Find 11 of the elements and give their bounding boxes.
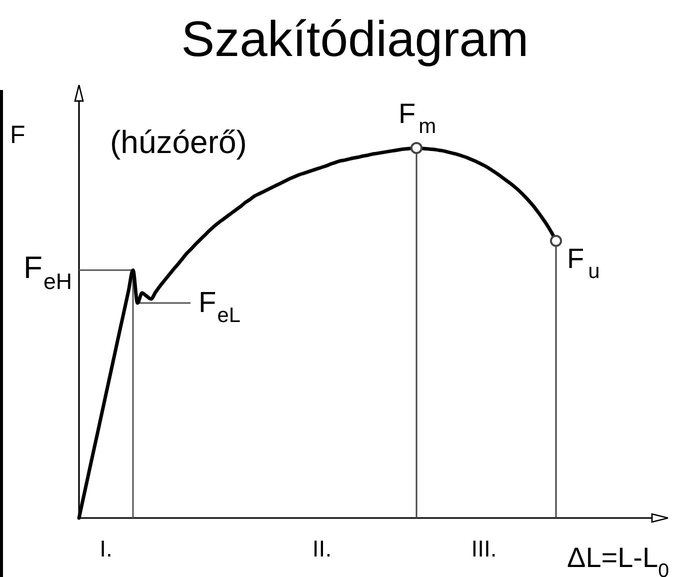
chart-title: Szakítódiagram	[181, 11, 529, 67]
text: F$_{u}$	[567, 242, 600, 282]
annotation: (húzóerő)	[110, 124, 247, 160]
annotation: F$_{m}$	[398, 98, 436, 138]
x-tick-label: II.	[312, 535, 332, 562]
ref-line-label: F$_{eH}$	[24, 250, 72, 294]
y-axis-title: F	[10, 121, 26, 149]
x-tick-label: I.	[100, 535, 112, 562]
x-axis-title: ΔL=L-L$_{0}$	[566, 542, 670, 577]
ref-line-label: F$_{eL}$	[198, 287, 240, 327]
x-tick-label: III.	[471, 535, 497, 562]
